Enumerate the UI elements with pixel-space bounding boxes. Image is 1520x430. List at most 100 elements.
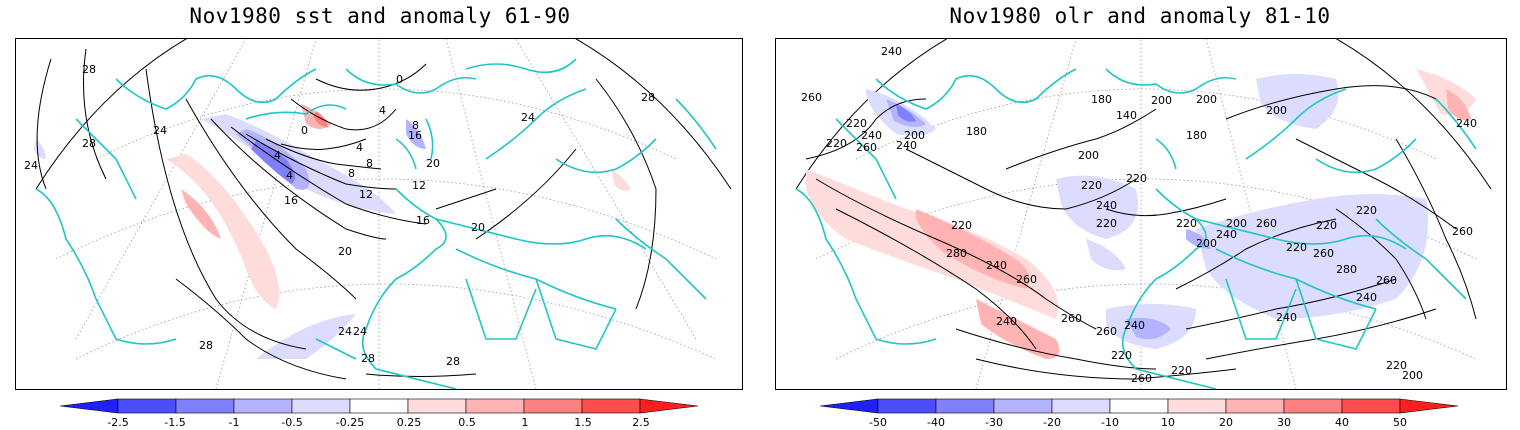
contour-label: 200 [904,129,925,142]
contour-label: 220 [1111,349,1132,362]
colorbar-end-left [820,398,879,414]
colorbar-tick-label: 10 [1161,416,1175,429]
contour-label: 240 [996,315,1017,328]
colorbar-segment [1283,398,1343,414]
colorbar-tick-label: 1.5 [574,416,592,429]
contour-label: 260 [1256,217,1277,230]
contour-label: 24 [338,325,352,338]
contour-label: 240 [896,139,917,152]
colorbar-segment [233,398,293,414]
contour-label: 260 [856,141,877,154]
contour-label: 24 [521,111,535,124]
colorbar-segment [175,398,235,414]
colorbar-tick-label: -1 [228,416,240,429]
contour-label: 28 [82,137,96,150]
contour-label: 260 [801,91,822,104]
contour-label: 4 [356,141,363,154]
colorbar-segment [291,398,351,414]
colorbar-end-right [639,398,699,414]
contour-label: 8 [412,119,419,132]
olr-panel-title: Nov1980 olr and anomaly 81-10 [949,4,1331,28]
contour-label: 220 [1356,204,1377,217]
contour-label: 240 [1276,311,1297,324]
colorbar-segment [1225,398,1285,414]
colorbar-tick-label: 40 [1335,416,1349,429]
olr-colorbar-segments [820,398,1459,414]
contour-label: 200 [1226,217,1247,230]
contour-label: 0 [396,73,403,86]
contour-label: 240 [986,259,1007,272]
colorbar-end-right [1399,398,1459,414]
colorbar-segment [349,398,409,414]
contour-label: 260 [1061,312,1082,325]
colorbar-tick-label: 0.25 [396,416,422,429]
colorbar-tick-label: 50 [1393,416,1407,429]
contour-label: 20 [426,157,440,170]
colorbar-segment [117,398,177,414]
contour-label: 240 [1096,199,1117,212]
contour-label: 220 [1096,217,1117,230]
contour-label: 240 [881,45,902,58]
contour-label: 4 [286,169,293,182]
contour-label: 28 [446,355,460,368]
contour-label: 16 [284,194,298,207]
sst-panel-title: Nov1980 sst and anomaly 61-90 [189,4,571,28]
colorbar-segment [935,398,995,414]
contour-label: 220 [846,117,867,130]
contour-label: 28 [199,339,213,352]
colorbar-tick-label: -0.5 [281,416,303,429]
colorbar-tick-label: 30 [1277,416,1291,429]
contour-label: 24 [24,159,38,172]
olr-anomaly-shading [806,69,1476,359]
contour-label: 24 [153,124,167,137]
contour-label: 180 [966,125,987,138]
graticule [55,39,717,389]
contour-label: 16 [416,214,430,227]
colorbar-segment [1167,398,1227,414]
contour-label: 220 [1126,172,1147,185]
contour-label: 220 [1316,219,1337,232]
contour-label: 220 [1171,364,1192,377]
contour-label: 200 [1266,104,1287,117]
contour-label: 220 [1386,359,1407,372]
contour-label: 280 [946,247,967,260]
contour-label: 28 [361,352,375,365]
contour-label: 240 [1124,319,1145,332]
contour-label: 240 [1216,228,1237,241]
sst-colorbar [60,398,699,414]
contour-label: 240 [1456,117,1477,130]
contour-label: 260 [1016,273,1037,286]
sst-contour-labels: 28 24 28 24 28 24 20 16 12 8 4 4 0 4 8 1… [24,63,655,368]
contour-label: 220 [826,137,847,150]
colorbar-segment [993,398,1053,414]
contour-label: 16 [408,129,422,142]
colorbar-tick-label: -20 [1043,416,1061,429]
coastlines [795,68,1477,389]
contour-label: 20 [338,245,352,258]
contour-label: 240 [861,129,882,142]
contour-label: 280 [1336,263,1357,276]
colorbar-tick-label: 1 [521,416,529,429]
contour-label: 180 [1091,93,1112,106]
contour-label: 200 [1151,94,1172,107]
contour-label: 180 [1186,129,1207,142]
colorbar-tick-label: -1.5 [164,416,186,429]
contour-label: 4 [379,104,386,117]
colorbar-segment [407,398,467,414]
contour-label: 260 [1131,372,1152,385]
contour-label: 4 [274,149,281,162]
sst-anomaly-shading [34,104,631,359]
contour-label: 28 [82,63,96,76]
colorbar-tick-label: -2.5 [107,416,129,429]
contour-label: 20 [471,221,485,234]
contour-label: 260 [1376,274,1397,287]
contour-label: 8 [348,167,355,180]
olr-map: 240 260 220 240 260 220 240 200 180 140 180 200 200 1… [775,38,1507,390]
contour-label: 140 [1116,109,1137,122]
contour-label: 200 [1078,149,1099,162]
contour-label: 260 [1313,247,1334,260]
contour-label: 8 [366,157,373,170]
contour-label: 200 [1196,93,1217,106]
